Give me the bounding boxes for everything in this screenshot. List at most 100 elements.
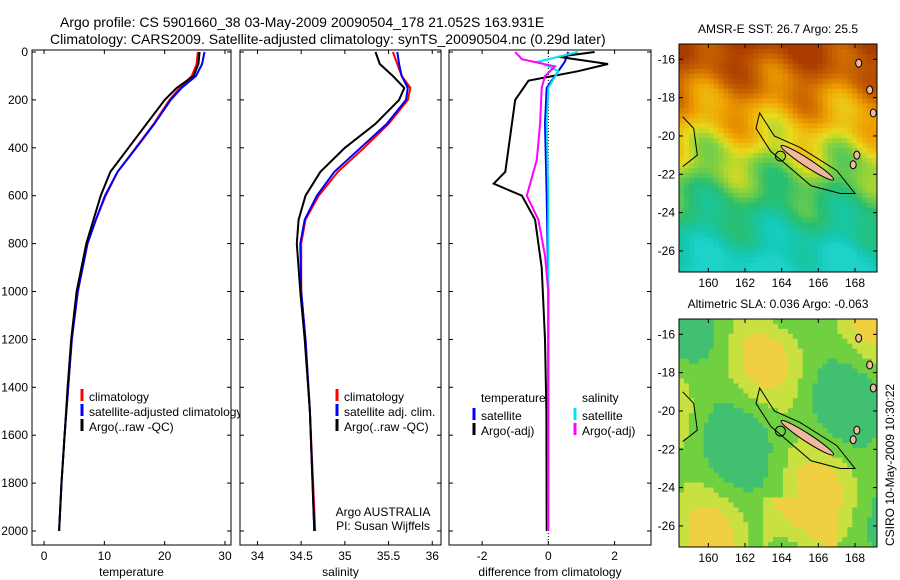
sst-cell <box>703 148 710 154</box>
sla-cell <box>857 378 863 384</box>
sst-cell <box>753 88 759 95</box>
sla-cell <box>698 328 705 335</box>
sla-cell <box>787 348 794 355</box>
sla-cell <box>822 373 828 379</box>
sst-cell <box>718 212 725 218</box>
sst-cell <box>698 162 705 169</box>
sla-cell <box>782 477 789 484</box>
sla-cell <box>773 393 779 399</box>
sst-cell <box>787 192 794 199</box>
sst-cell <box>758 162 764 169</box>
sla-cell <box>713 433 720 439</box>
sst-cell <box>778 182 784 189</box>
sla-cell <box>743 467 749 474</box>
sst-cell <box>708 182 715 189</box>
sla-cell <box>782 532 789 538</box>
sla-cell <box>807 378 814 384</box>
sst-cell <box>693 113 700 119</box>
sst-cell <box>797 58 804 65</box>
sst-cell <box>857 113 863 119</box>
sst-cell <box>857 207 863 214</box>
sla-cell <box>773 319 779 325</box>
sla-cell <box>743 319 749 325</box>
sla-cell <box>802 388 809 394</box>
sst-cell <box>852 222 858 228</box>
sst-cell <box>718 172 725 179</box>
sla-cell <box>807 408 814 414</box>
sla-cell <box>768 537 774 543</box>
sst-cell <box>733 73 739 80</box>
sla-cell <box>688 319 695 325</box>
sla-cell <box>817 383 824 389</box>
sla-cell <box>867 462 873 469</box>
sst-cell <box>773 128 779 134</box>
sst-cell <box>728 252 734 258</box>
series-line-salinity-argo-adj- <box>514 51 558 532</box>
sla-cell <box>748 442 754 449</box>
sla-cell <box>842 462 848 469</box>
sla-cell <box>733 472 739 479</box>
sla-cell <box>817 408 824 414</box>
sst-cell <box>758 177 764 184</box>
sst-cell <box>842 44 848 50</box>
sst-cell <box>723 237 729 243</box>
sst-cell <box>688 257 695 263</box>
sla-cell <box>862 517 868 523</box>
sla-cell <box>718 492 725 498</box>
sla-cell <box>748 418 754 424</box>
sla-cell <box>802 373 809 379</box>
sst-cell <box>797 53 804 60</box>
sst-cell <box>698 98 705 104</box>
sla-cell <box>852 383 858 389</box>
sst-cell <box>787 217 794 223</box>
sst-cell <box>842 192 848 199</box>
sla-cell <box>792 319 799 325</box>
sla-cell <box>683 492 690 498</box>
sla-cell <box>872 358 878 365</box>
sla-cell <box>768 428 774 434</box>
sst-cell <box>698 172 705 179</box>
sst-cell <box>807 167 814 174</box>
sst-cell <box>733 44 739 50</box>
sla-cell <box>679 403 685 409</box>
sla-cell <box>763 403 769 409</box>
sst-cell <box>807 207 814 214</box>
y-tick-label: 2000 <box>1 524 28 538</box>
sla-cell <box>832 398 838 404</box>
sla-cell <box>817 428 824 434</box>
sst-cell <box>713 133 720 139</box>
x-tick-label: 0 <box>41 549 48 563</box>
x-tick-label: 35 <box>338 549 352 563</box>
sst-cell <box>847 98 853 104</box>
sla-cell <box>743 428 749 434</box>
sst-cell <box>703 153 710 159</box>
sla-cell <box>832 348 838 355</box>
sla-cell <box>728 442 734 449</box>
sla-cell <box>768 487 774 493</box>
sst-cell <box>753 133 759 139</box>
sla-cell <box>797 378 804 384</box>
sla-cell <box>832 413 838 419</box>
sla-cell <box>857 343 863 350</box>
sst-cell <box>812 68 819 75</box>
sla-cell <box>733 388 739 394</box>
sst-cell <box>693 167 700 174</box>
sst-cell <box>807 63 814 70</box>
sst-cell <box>857 167 863 174</box>
sst-cell <box>872 138 878 144</box>
sst-cell <box>817 242 824 248</box>
sla-cell <box>693 527 700 533</box>
sst-cell <box>782 113 789 119</box>
sst-cell <box>733 227 739 233</box>
sla-cell <box>807 452 814 459</box>
sst-cell <box>797 108 804 114</box>
sla-cell <box>778 343 784 350</box>
sla-cell <box>867 492 873 498</box>
sla-cell <box>773 442 779 449</box>
sst-cell <box>758 113 764 119</box>
sla-cell <box>733 328 739 335</box>
sst-cell <box>743 48 749 55</box>
sla-cell <box>822 338 828 345</box>
sst-cell <box>842 128 848 134</box>
sla-cell <box>713 353 720 360</box>
